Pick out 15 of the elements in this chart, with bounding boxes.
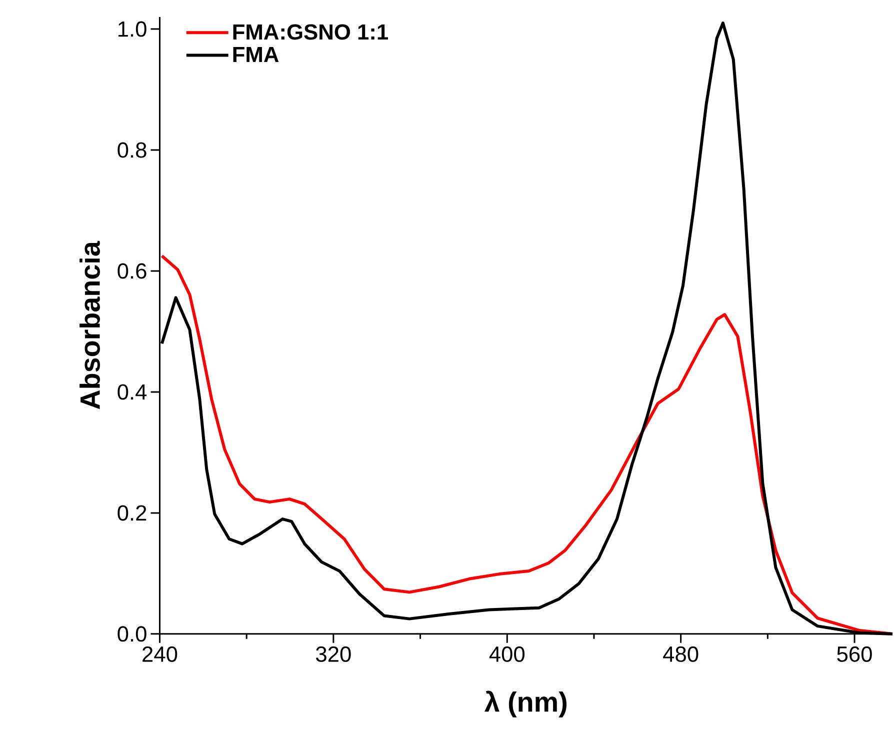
x-axis-title: λ (nm): [484, 690, 566, 718]
y-tick-label: 0.6: [118, 263, 146, 279]
y-tick-label: 1.0: [118, 21, 146, 37]
y-tick-label: 0.2: [118, 505, 146, 521]
x-tick-label: 560: [837, 646, 872, 662]
y-tick-label: 0.0: [118, 626, 146, 642]
y-tick-label: 0.4: [118, 384, 147, 400]
x-tick-label: 480: [663, 646, 698, 662]
x-tick-label: 400: [489, 646, 525, 662]
x-tick-label: 240: [142, 646, 178, 662]
x-tick-label: 320: [316, 646, 351, 662]
legend-label: FMA:GSNO 1:1: [233, 24, 388, 40]
y-axis-title: Absorbancia: [80, 241, 100, 410]
y-tick-label: 0.8: [118, 142, 146, 158]
legend-label: FMA: [233, 47, 279, 62]
